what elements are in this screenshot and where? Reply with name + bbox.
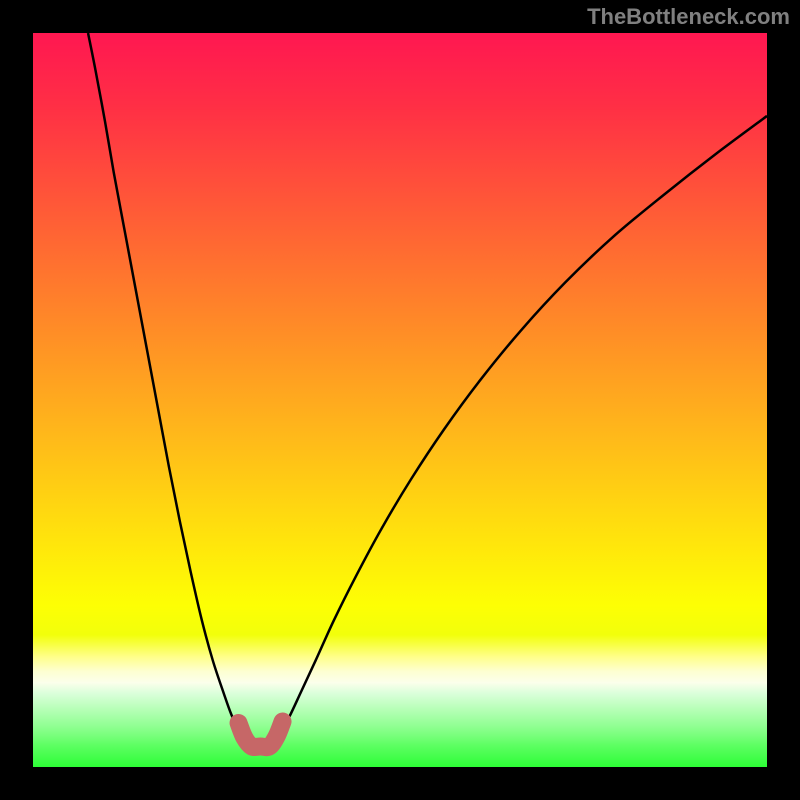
watermark-text: TheBottleneck.com [587,4,790,30]
frame: TheBottleneck.com [0,0,800,800]
plot-area [33,33,767,767]
marker-overlay [33,33,767,767]
u-shape-marker [239,721,283,747]
